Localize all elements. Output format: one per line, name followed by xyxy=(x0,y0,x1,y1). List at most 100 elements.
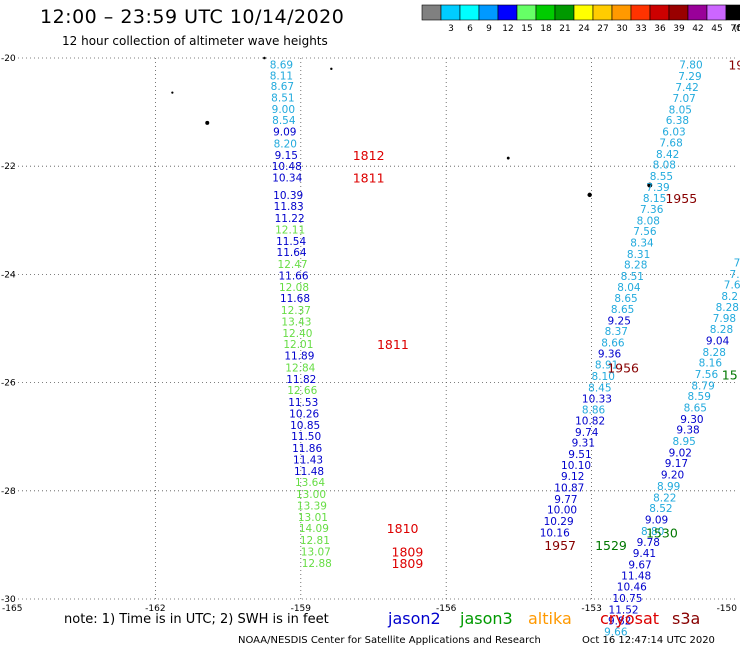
axis-labels: -165 -162 -159 -156 -153 -150 -20 -22 -24 -26 -28 -… xyxy=(1,54,737,614)
pass-time-label: 1954 xyxy=(728,57,740,72)
wave-height-value: 13.00 xyxy=(296,489,326,501)
legend-swatch xyxy=(421,4,442,21)
wave-height-value: 9.82 xyxy=(608,616,631,628)
legend-label: 36 xyxy=(654,24,666,34)
pass-time-label: 1530 xyxy=(646,525,678,540)
wave-height-value: 7. xyxy=(730,269,740,281)
pass-time-label: 1809 xyxy=(392,556,424,571)
wave-height-value: 9.00 xyxy=(272,104,295,116)
wave-height-value: 8.52 xyxy=(649,503,672,515)
wave-height-value: 8.37 xyxy=(605,326,628,338)
wave-height-value: 8.04 xyxy=(617,282,641,294)
wave-height-value: 8.55 xyxy=(650,171,673,183)
wave-height-value: 8.59 xyxy=(688,391,711,403)
wave-height-value: 8.34 xyxy=(630,237,654,249)
wave-height-value: 11.50 xyxy=(291,431,321,443)
wave-height-value: 8.86 xyxy=(582,405,606,417)
wave-height-value: 9.31 xyxy=(572,438,595,450)
wave-height-value: 10.46 xyxy=(617,582,647,594)
wave-height-value: 8.05 xyxy=(669,104,692,116)
wave-height-value: 8.95 xyxy=(672,436,695,448)
wave-height-value: 13.64 xyxy=(295,477,325,489)
wave-height-value: 10.75 xyxy=(612,593,642,605)
legend-label: 39 xyxy=(673,24,685,34)
longitude-tick-label: -150 xyxy=(717,604,738,614)
wave-height-value: 7.07 xyxy=(672,93,695,105)
wave-height-value: 8.08 xyxy=(653,160,676,172)
wave-height-value: 9.74 xyxy=(575,427,599,439)
wave-height-value: 9.20 xyxy=(661,470,684,482)
island-marker xyxy=(205,120,210,125)
wave-height-value: 12.84 xyxy=(285,362,315,374)
wave-height-value: 11.66 xyxy=(278,270,308,282)
wave-height-value: 8.79 xyxy=(691,380,714,392)
wave-height-value: 9.51 xyxy=(568,449,591,461)
legend-swatch xyxy=(611,4,632,21)
wave-height-value: 8.80 xyxy=(641,526,664,538)
wave-height-value: 9.15 xyxy=(275,150,298,162)
satellite-key-s3a: s3a xyxy=(672,609,701,628)
wave-height-value: 11.43 xyxy=(293,454,323,466)
legend-label: 70 xyxy=(730,24,740,34)
island-marker xyxy=(647,182,653,188)
island-marker xyxy=(171,91,174,94)
latitude-tick-label: -30 xyxy=(1,595,16,605)
wave-height-value: 7.29 xyxy=(678,71,701,83)
legend-swatch xyxy=(725,4,740,21)
wave-height-value: 8.65 xyxy=(611,304,634,316)
wave-height-value: 6.38 xyxy=(666,115,689,127)
wave-height-value: 12.40 xyxy=(282,328,312,340)
legend-swatch xyxy=(554,4,575,21)
wave-height-value: 9.09 xyxy=(645,514,668,526)
pass-time-label: 1809 xyxy=(392,544,424,559)
wave-height-value: 10.16 xyxy=(540,527,570,539)
wave-height-value: 9.30 xyxy=(680,414,703,426)
latitude-tick-label: -28 xyxy=(1,487,16,497)
wave-height-value: 10.34 xyxy=(272,173,302,185)
track-1: 8.698.118.678.519.008.549.098.209.1510.4… xyxy=(270,59,332,569)
wave-height-value: 8.15 xyxy=(643,193,666,205)
wave-height-value: 8.69 xyxy=(270,59,293,71)
wave-height-value: 8.51 xyxy=(621,271,644,283)
islands xyxy=(171,56,653,198)
wave-height-value: 12.01 xyxy=(283,339,313,351)
wave-height-value: 13.39 xyxy=(297,500,327,512)
legend-swatch xyxy=(459,4,480,21)
wave-height-value: 10.82 xyxy=(575,415,605,427)
longitude-tick-label: -159 xyxy=(291,604,312,614)
wave-height-value: 12.08 xyxy=(279,282,309,294)
legend-label: 3 xyxy=(448,24,454,34)
legend-label: 24 xyxy=(578,24,590,34)
wave-height-value: 10.85 xyxy=(290,420,320,432)
altimeter-tracks: 8.698.118.678.519.008.549.098.209.1510.4… xyxy=(270,59,740,638)
satellite-key-cryosat: cryosat xyxy=(600,609,660,628)
longitude-tick-label: -165 xyxy=(2,604,22,614)
wave-height-value: 8.42 xyxy=(656,149,679,161)
satellite-key-jason3: jason3 xyxy=(460,609,513,628)
legend-swatch xyxy=(478,4,499,21)
legend-swatch xyxy=(706,4,727,21)
map-title: 12:00 – 23:59 UTC 10/14/2020 xyxy=(40,6,345,28)
legend-label: 33 xyxy=(635,24,646,34)
wave-height-value: 10.26 xyxy=(289,408,319,420)
wave-height-value: 10.87 xyxy=(554,483,584,495)
wave-height-value: 8.11 xyxy=(270,70,293,82)
longitude-tick-label: -162 xyxy=(145,604,165,614)
wave-height-value: 10.39 xyxy=(273,190,303,202)
wave-height-value: 9.02 xyxy=(669,447,692,459)
generated-timestamp: Oct 16 12:47:14 UTC 2020 xyxy=(582,635,715,646)
wave-height-value: 8.99 xyxy=(657,481,680,493)
wave-height-value: 7 xyxy=(734,257,740,269)
track-2: 7.807.297.427.078.056.386.037.688.428.08… xyxy=(540,59,703,539)
wave-height-value: 8.51 xyxy=(271,92,294,104)
satellite-key-jason2: jason2 xyxy=(388,609,441,628)
legend-swatch xyxy=(630,4,651,21)
wave-height-value: 9.66 xyxy=(604,626,628,638)
legend-label: 12 xyxy=(502,24,513,34)
legend-label: 45 xyxy=(711,24,722,34)
island-marker xyxy=(330,67,333,71)
wave-height-value: 9.25 xyxy=(608,315,631,327)
wave-height-value: 8.65 xyxy=(614,293,637,305)
